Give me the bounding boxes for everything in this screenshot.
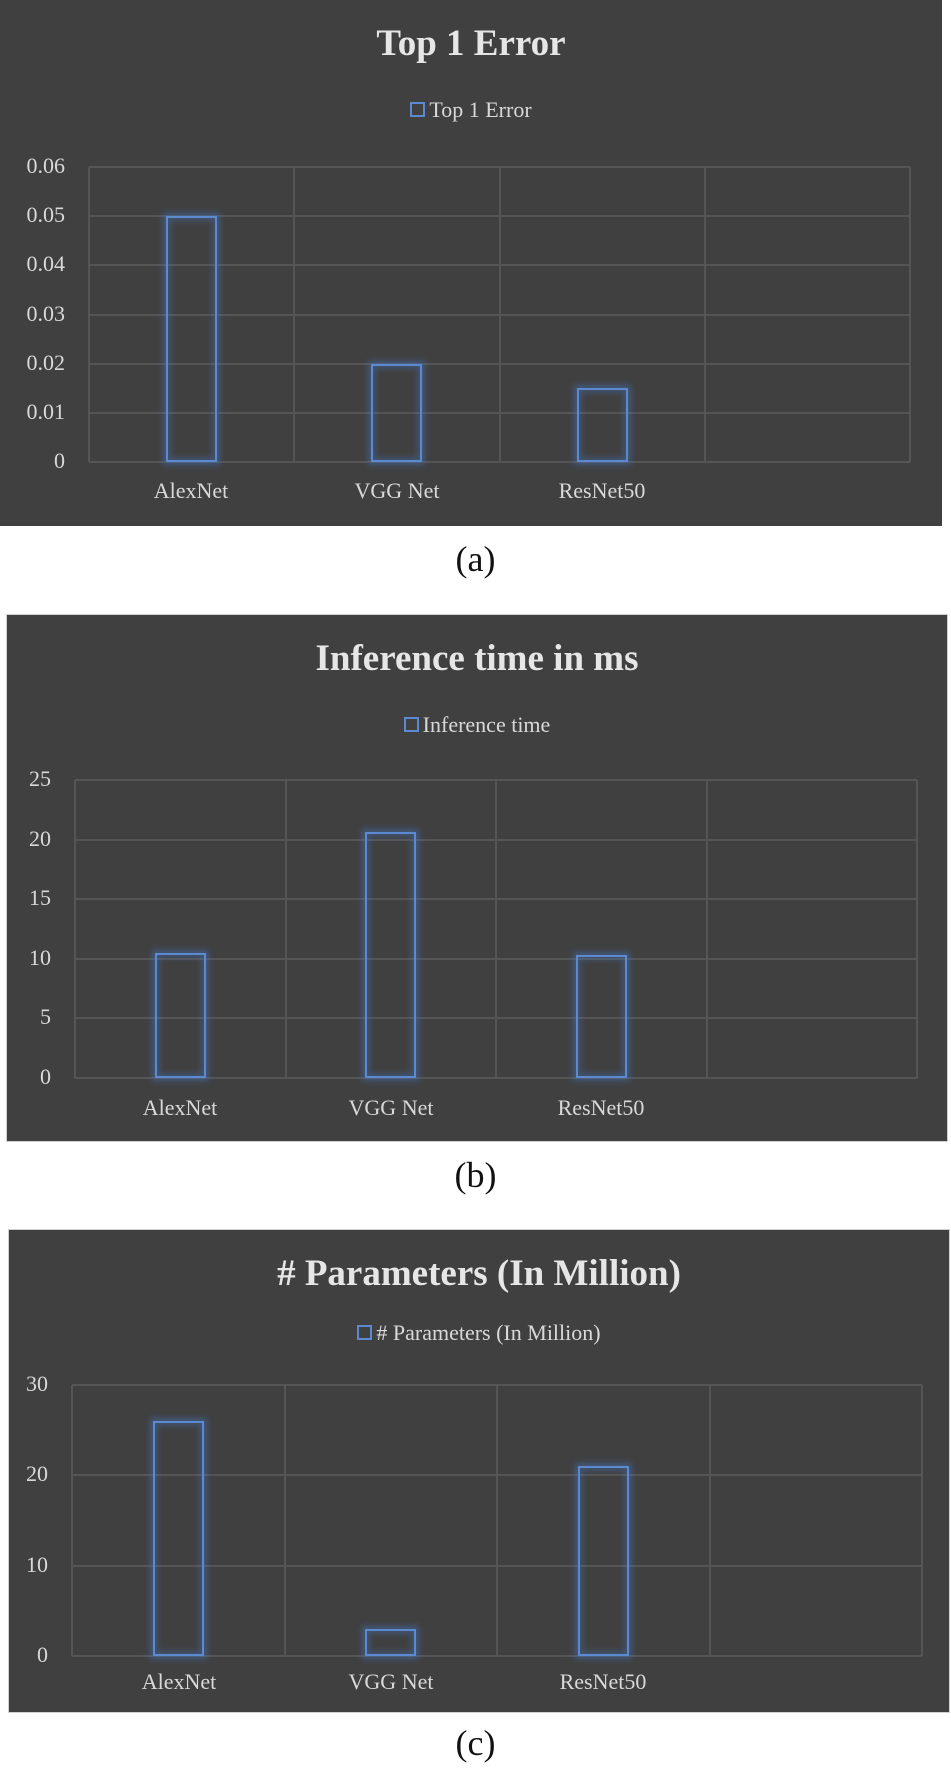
gridline-vertical	[74, 780, 76, 1078]
gridline-vertical	[703, 167, 706, 462]
gridline-horizontal	[89, 461, 910, 463]
bar-vgg-net	[371, 363, 423, 462]
gridline-horizontal	[75, 1077, 917, 1079]
chart-title: Inference time in ms	[315, 638, 639, 679]
caption-b: (b)	[454, 1155, 497, 1195]
bar-alexnet	[154, 952, 206, 1078]
gridline-vertical	[909, 167, 911, 462]
chart-title: # Parameters (In Million)	[277, 1253, 681, 1294]
chart-legend: Inference time	[7, 712, 947, 738]
x-tick-label: VGG Net	[354, 478, 440, 503]
chart-panel-parameters: # Parameters (In Million) # Parameters (…	[8, 1229, 950, 1713]
legend-swatch-icon	[403, 717, 419, 733]
x-tick-label: AlexNet	[142, 1095, 218, 1120]
y-tick-label: 0.04	[26, 251, 66, 277]
caption-c: (c)	[455, 1723, 496, 1763]
legend-label: # Parameters (In Million)	[376, 1320, 601, 1345]
y-tick-label: 0.06	[26, 153, 66, 178]
x-tick-label: ResNet50	[559, 1669, 647, 1694]
y-tick-label: 0	[37, 1642, 48, 1667]
bar-resnet50	[576, 388, 628, 462]
gridline-vertical	[71, 1385, 73, 1656]
chart-legend: # Parameters (In Million)	[9, 1320, 949, 1346]
bar-vgg-net	[365, 1628, 417, 1656]
gridline-horizontal	[72, 1655, 922, 1657]
gridline-vertical	[705, 780, 708, 1078]
x-tick-label: ResNet50	[557, 1095, 645, 1120]
x-tick-label: ResNet50	[558, 478, 646, 503]
bar-resnet50	[577, 1466, 629, 1656]
y-tick-label: 0	[40, 1064, 51, 1089]
gridline-vertical	[708, 1385, 711, 1656]
chart-title: Top 1 Error	[376, 23, 566, 64]
gridline-vertical	[498, 167, 501, 462]
bar-vgg-net	[365, 832, 417, 1078]
y-tick-label: 10	[29, 944, 51, 970]
y-tick-label: 15	[29, 885, 51, 911]
plot-area: 0 10 20 30	[26, 1373, 923, 1666]
gridline-vertical	[88, 167, 90, 462]
bar-alexnet	[166, 216, 218, 462]
bar-resnet50	[575, 955, 627, 1078]
y-tick-label: 20	[26, 1461, 48, 1487]
x-tick-label: AlexNet	[141, 1669, 217, 1694]
gridline-vertical	[495, 780, 497, 1078]
y-tick-label: 25	[29, 766, 51, 791]
bar-alexnet	[152, 1421, 204, 1656]
y-tick-label: 0.03	[26, 300, 66, 326]
chart-panel-top1-error: Top 1 Error Top 1 Error 0 0.01 0.02 0.03 0.0…	[0, 0, 942, 526]
x-tick-label: VGG Net	[348, 1669, 434, 1694]
legend-swatch-icon	[410, 102, 426, 118]
y-tick-label: 0.05	[26, 202, 66, 228]
y-tick-label: 0.02	[26, 349, 66, 375]
y-tick-label: 20	[29, 825, 51, 851]
gridline-vertical	[916, 780, 918, 1078]
gridline-vertical	[921, 1385, 923, 1656]
y-tick-label: 0	[54, 448, 65, 473]
y-tick-label: 0.01	[26, 398, 66, 424]
gridline-vertical	[283, 1385, 286, 1656]
gridline-vertical	[284, 780, 287, 1078]
legend-swatch-icon	[357, 1325, 373, 1341]
chart-panel-inference-time: Inference time in ms Inference time 0 5 10…	[6, 614, 948, 1142]
x-tick-label: VGG Net	[348, 1095, 434, 1120]
caption-a: (a)	[455, 539, 496, 579]
legend-label: Top 1 Error	[429, 97, 532, 122]
x-tick-label: AlexNet	[153, 478, 229, 503]
y-tick-label: 30	[26, 1371, 48, 1396]
legend-label: Inference time	[422, 712, 551, 737]
y-tick-label: 10	[26, 1551, 48, 1577]
plot-area: 0 5 10 15 20 25	[29, 768, 918, 1088]
y-tick-label: 5	[40, 1004, 51, 1030]
plot-area: 0 0.01 0.02 0.03 0.04 0.05 0.06	[27, 155, 911, 472]
gridline-vertical	[496, 1385, 498, 1656]
chart-legend: Top 1 Error	[0, 97, 942, 123]
gridline-vertical	[293, 167, 296, 462]
